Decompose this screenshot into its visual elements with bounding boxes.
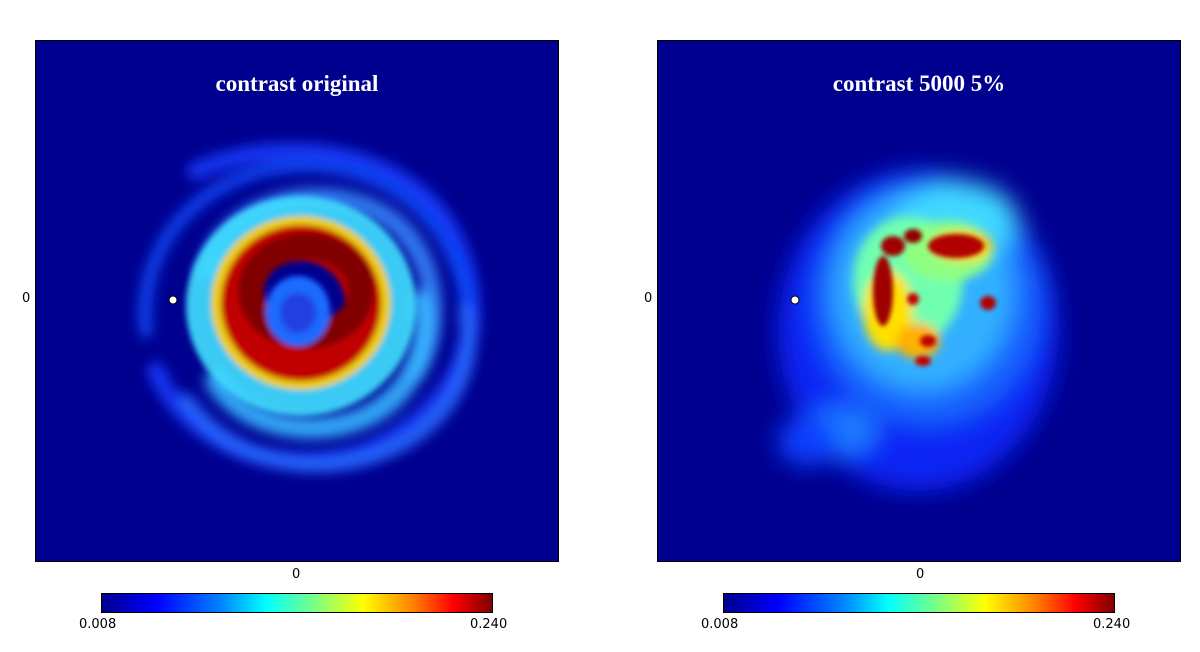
image-panel-original: contrast original bbox=[35, 40, 559, 562]
panel-title: contrast original bbox=[215, 71, 379, 96]
colorbar-gradient bbox=[102, 594, 492, 612]
x-tick-label: 0 bbox=[292, 567, 301, 582]
colorbar-gradient bbox=[724, 594, 1114, 612]
colorbar-min-label: 0.008 bbox=[79, 617, 117, 632]
panel-title: contrast 5000 5% bbox=[832, 71, 1006, 96]
image-panel-processed: contrast 5000 5% bbox=[657, 40, 1181, 562]
colorbar bbox=[723, 593, 1115, 613]
y-tick-label: 0 bbox=[644, 291, 653, 306]
colorbar-max-label: 0.240 bbox=[1093, 617, 1131, 632]
colorbar bbox=[101, 593, 493, 613]
y-tick-label: 0 bbox=[22, 291, 31, 306]
star-marker bbox=[790, 295, 800, 305]
contrast-image-original bbox=[36, 41, 558, 561]
colorbar-min-label: 0.008 bbox=[701, 617, 739, 632]
x-tick-label: 0 bbox=[916, 567, 925, 582]
colorbar-max-label: 0.240 bbox=[470, 617, 508, 632]
star-marker bbox=[168, 295, 178, 305]
contrast-image-processed bbox=[658, 41, 1180, 561]
